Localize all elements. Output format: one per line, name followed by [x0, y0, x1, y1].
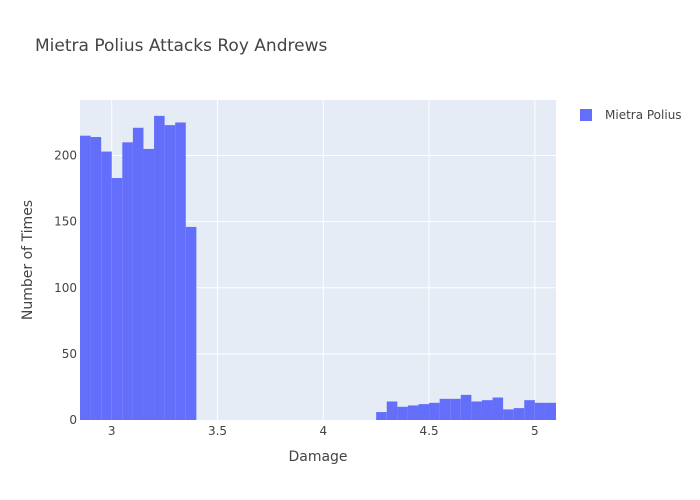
histogram-bar[interactable]: [80, 135, 91, 420]
legend-label[interactable]: Mietra Polius: [605, 108, 682, 122]
histogram-bar[interactable]: [111, 178, 123, 420]
histogram-bar[interactable]: [90, 137, 102, 421]
x-tick-label: 4: [319, 424, 327, 438]
y-tick-label: 50: [62, 347, 77, 361]
x-axis-label: Damage: [288, 449, 347, 465]
chart-title: Mietra Polius Attacks Roy Andrews: [35, 36, 327, 56]
x-tick-label: 3: [108, 424, 116, 438]
y-tick-label: 0: [69, 413, 77, 427]
histogram-bar[interactable]: [481, 400, 493, 420]
x-tick-label: 4.5: [420, 424, 439, 438]
histogram-bar[interactable]: [185, 226, 197, 420]
histogram-bar[interactable]: [524, 400, 535, 420]
histogram-bar[interactable]: [376, 412, 387, 420]
y-axis-ticks: 0 50 100 150 200: [54, 149, 77, 427]
histogram-bar[interactable]: [143, 148, 155, 421]
x-axis-ticks: 3 3.5 4 4.5 5: [108, 424, 539, 438]
x-tick-label: 5: [531, 424, 539, 438]
y-tick-label: 200: [54, 149, 77, 163]
histogram-bar[interactable]: [513, 408, 525, 420]
histogram-bar[interactable]: [439, 398, 451, 420]
y-axis-label: Number of Times: [20, 200, 36, 320]
histogram-bar[interactable]: [503, 409, 514, 420]
histogram-bar[interactable]: [450, 398, 461, 420]
legend-swatch[interactable]: [580, 109, 592, 121]
histogram-bar[interactable]: [407, 405, 419, 420]
histogram-bar[interactable]: [132, 127, 144, 421]
histogram-bar[interactable]: [418, 404, 430, 420]
histogram-bar[interactable]: [460, 394, 472, 420]
x-tick-label: 3.5: [208, 424, 227, 438]
y-tick-label: 150: [54, 215, 77, 229]
histogram-bar[interactable]: [545, 402, 556, 420]
histogram-bar[interactable]: [101, 151, 112, 420]
bars: [80, 115, 556, 421]
y-tick-label: 100: [54, 281, 77, 295]
legend[interactable]: Mietra Polius: [580, 108, 682, 122]
histogram-bar[interactable]: [492, 397, 504, 420]
histogram-bar[interactable]: [534, 402, 546, 420]
histogram-bar[interactable]: [386, 401, 398, 420]
histogram-bar[interactable]: [154, 115, 165, 420]
histogram-bar[interactable]: [175, 122, 186, 420]
histogram-bar[interactable]: [122, 142, 133, 420]
histogram-bar[interactable]: [429, 402, 440, 420]
histogram-bar[interactable]: [397, 406, 408, 420]
histogram-bar[interactable]: [471, 401, 482, 420]
histogram-bar[interactable]: [164, 125, 176, 421]
